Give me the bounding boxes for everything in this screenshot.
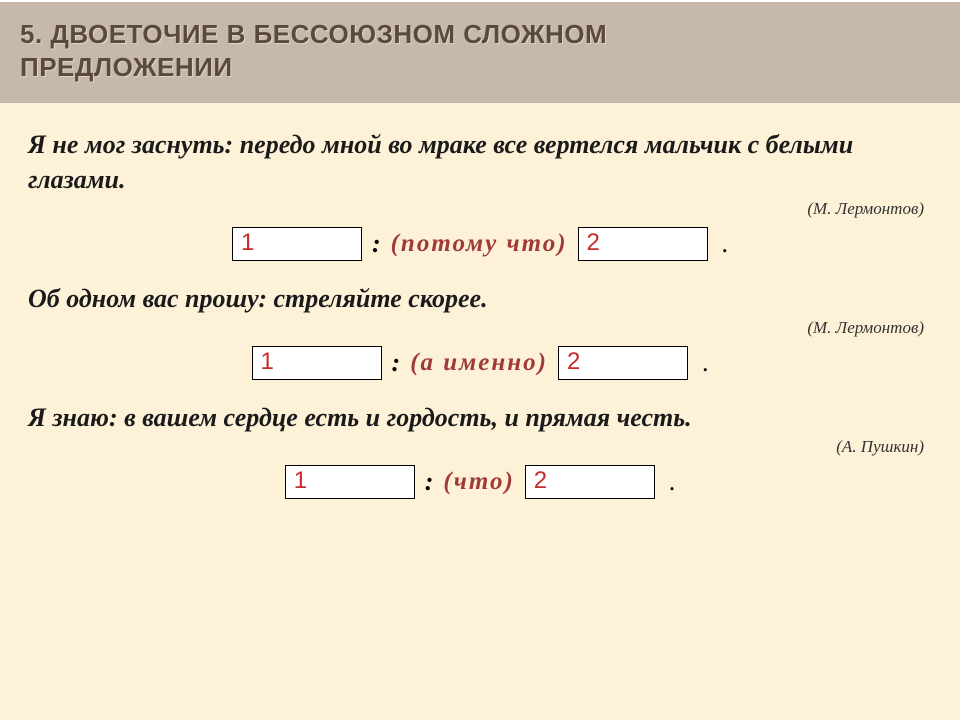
slide-header: 5. ДВОЕТОЧИЕ В БЕССОЮЗНОМ СЛОЖНОМ ПРЕДЛО… — [0, 0, 960, 103]
schema-colon: : — [392, 348, 401, 378]
schema-box-2: 2 — [558, 346, 688, 380]
schema-connector: (что) — [443, 468, 514, 496]
example-block: Я знаю: в вашем сердце есть и гордость, … — [28, 400, 932, 499]
schema-box-1: 1 — [252, 346, 382, 380]
example-sentence: Я не мог заснуть: передо мной во мраке в… — [28, 127, 932, 197]
schema-inner: 1 : (что) 2 . — [285, 465, 676, 499]
schema-inner: 1 : (потому что) 2 . — [232, 227, 728, 261]
schema-period: . — [702, 348, 709, 378]
schema-colon: : — [425, 467, 434, 497]
title-line-1: 5. ДВОЕТОЧИЕ В БЕССОЮЗНОМ СЛОЖНОМ — [20, 19, 607, 49]
schema-connector: (а именно) — [410, 349, 548, 377]
schema-inner: 1 : (а именно) 2 . — [252, 346, 709, 380]
example-author: (М. Лермонтов) — [28, 199, 932, 219]
schema-row: 1 : (потому что) 2 . — [28, 227, 932, 261]
schema-connector: (потому что) — [391, 230, 568, 258]
schema-row: 1 : (что) 2 . — [28, 465, 932, 499]
example-block: Я не мог заснуть: передо мной во мраке в… — [28, 127, 932, 261]
schema-row: 1 : (а именно) 2 . — [28, 346, 932, 380]
schema-colon: : — [372, 229, 381, 259]
schema-box-1: 1 — [232, 227, 362, 261]
example-block: Об одном вас прошу: стреляйте скорее. (М… — [28, 281, 932, 380]
slide-content: Я не мог заснуть: передо мной во мраке в… — [0, 103, 960, 529]
example-sentence: Я знаю: в вашем сердце есть и гордость, … — [28, 400, 932, 435]
title-line-2: ПРЕДЛОЖЕНИИ — [20, 52, 233, 82]
schema-box-2: 2 — [525, 465, 655, 499]
schema-box-2: 2 — [578, 227, 708, 261]
schema-period: . — [669, 467, 676, 497]
schema-period: . — [722, 229, 729, 259]
schema-box-1: 1 — [285, 465, 415, 499]
example-sentence: Об одном вас прошу: стреляйте скорее. — [28, 281, 932, 316]
example-author: (А. Пушкин) — [28, 437, 932, 457]
example-author: (М. Лермонтов) — [28, 318, 932, 338]
slide-title: 5. ДВОЕТОЧИЕ В БЕССОЮЗНОМ СЛОЖНОМ ПРЕДЛО… — [20, 18, 940, 83]
